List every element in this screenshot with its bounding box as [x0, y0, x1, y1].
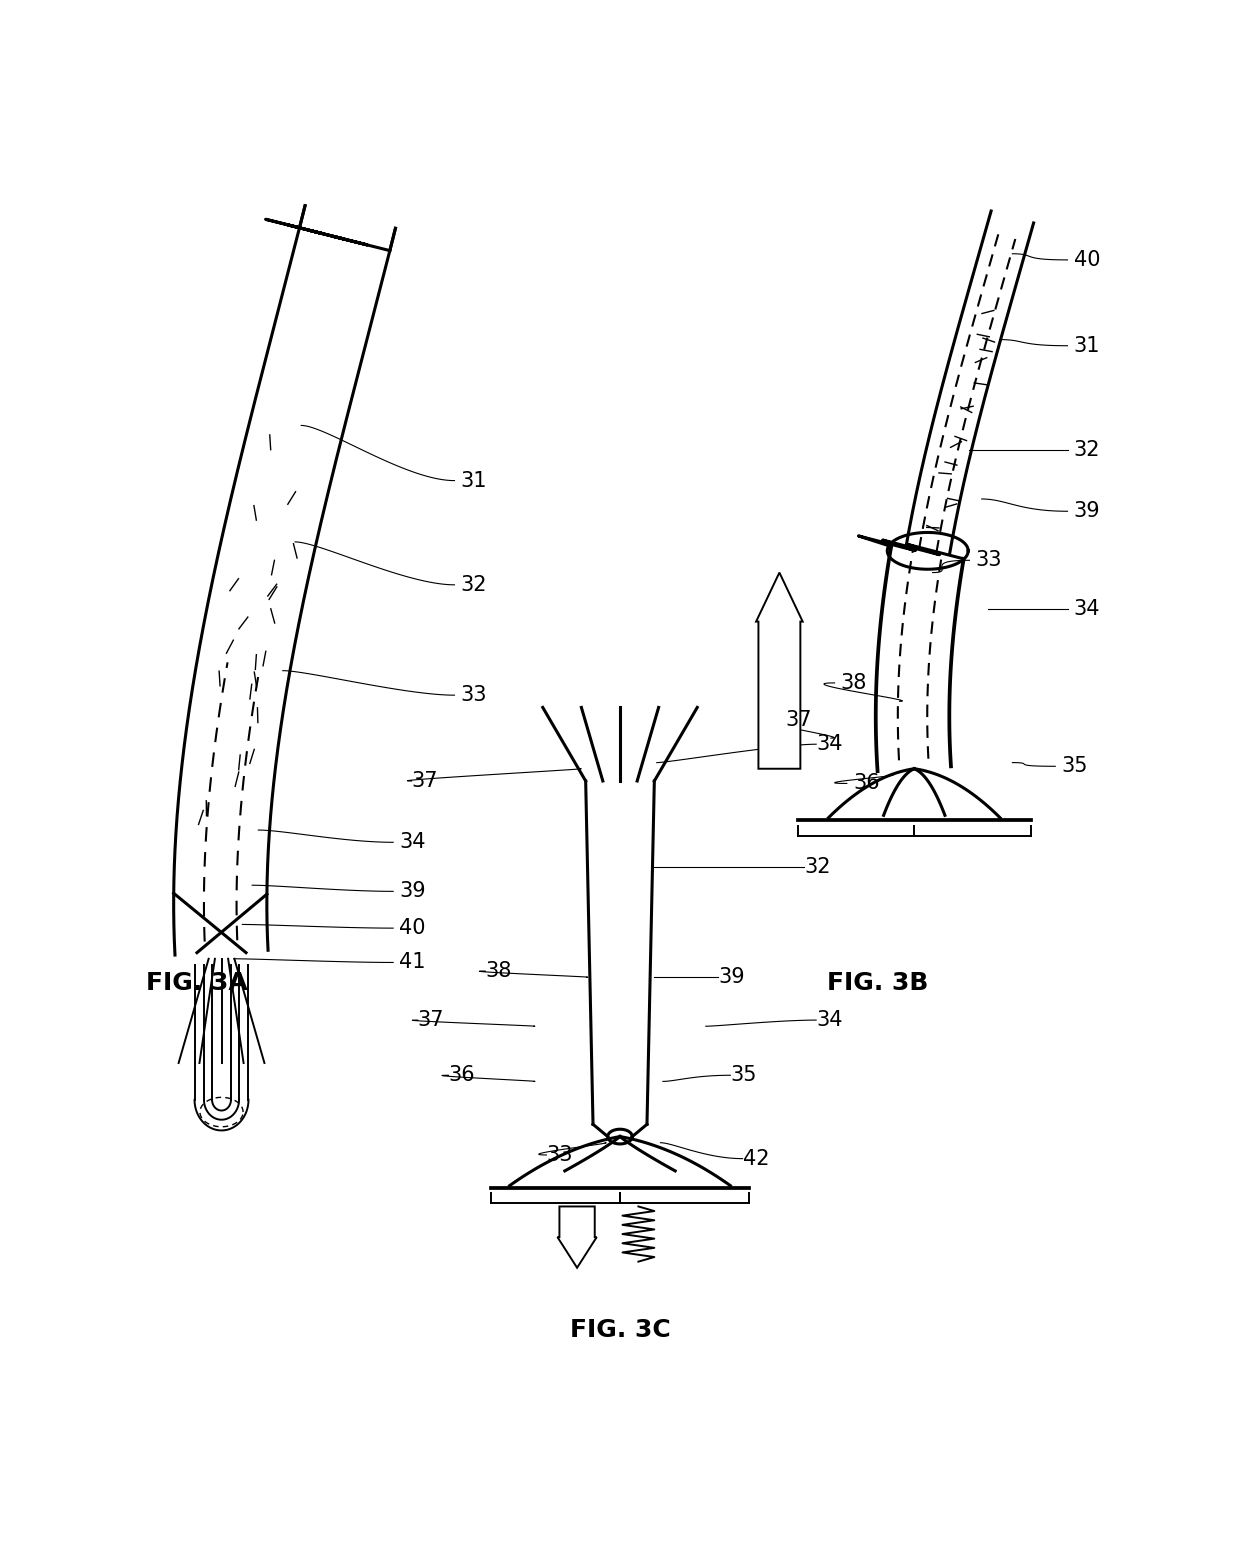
Text: 38: 38	[485, 961, 512, 981]
Text: 31: 31	[1074, 336, 1100, 356]
Text: 34: 34	[816, 734, 843, 754]
Text: 32: 32	[804, 858, 831, 876]
Text: 38: 38	[841, 673, 867, 694]
Text: 37: 37	[785, 709, 812, 729]
Text: 40: 40	[1074, 250, 1100, 270]
Text: 40: 40	[399, 918, 425, 939]
Text: 32: 32	[1074, 440, 1100, 459]
Text: 39: 39	[1074, 501, 1100, 522]
Text: FIG. 3C: FIG. 3C	[569, 1318, 671, 1342]
Text: 36: 36	[449, 1065, 475, 1086]
Polygon shape	[756, 573, 802, 769]
Text: 39: 39	[718, 967, 745, 987]
Text: 41: 41	[399, 953, 425, 973]
Text: 31: 31	[460, 470, 487, 490]
Text: 34: 34	[399, 833, 425, 853]
Text: 33: 33	[460, 686, 487, 704]
Text: 37: 37	[418, 1011, 444, 1029]
Text: 33: 33	[976, 550, 1002, 570]
Text: 34: 34	[816, 1011, 843, 1029]
Text: FIG. 3B: FIG. 3B	[827, 972, 929, 995]
Text: 37: 37	[412, 772, 438, 790]
Text: 34: 34	[1074, 600, 1100, 620]
Text: 42: 42	[743, 1148, 769, 1168]
Text: 32: 32	[460, 575, 487, 595]
Text: 35: 35	[730, 1065, 756, 1086]
Text: FIG. 3A: FIG. 3A	[146, 972, 248, 995]
Text: 33: 33	[547, 1145, 573, 1165]
Polygon shape	[558, 1206, 596, 1268]
Text: 35: 35	[1061, 756, 1087, 776]
Text: 36: 36	[853, 773, 879, 793]
Text: 39: 39	[399, 881, 425, 901]
